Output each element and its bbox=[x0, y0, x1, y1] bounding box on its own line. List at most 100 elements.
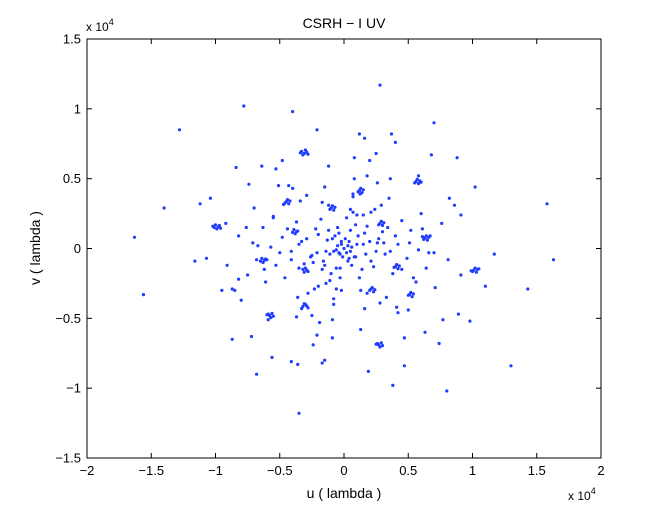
data-point bbox=[455, 156, 459, 160]
data-point bbox=[369, 210, 373, 214]
data-point bbox=[346, 244, 350, 248]
data-point bbox=[361, 242, 365, 246]
data-point bbox=[386, 225, 390, 230]
data-point bbox=[310, 313, 314, 318]
data-point bbox=[328, 207, 332, 211]
data-point bbox=[338, 276, 342, 280]
data-point bbox=[280, 158, 284, 163]
data-point bbox=[303, 266, 307, 270]
data-point bbox=[348, 249, 352, 253]
y-tick-label: −0.5 bbox=[55, 311, 81, 326]
data-point bbox=[302, 262, 306, 266]
data-point bbox=[347, 256, 351, 260]
data-point bbox=[325, 238, 329, 242]
data-point bbox=[298, 199, 302, 203]
data-point bbox=[332, 297, 336, 301]
data-point bbox=[355, 213, 359, 217]
data-point bbox=[361, 188, 365, 192]
data-point bbox=[162, 206, 166, 210]
data-point bbox=[477, 267, 481, 271]
data-point bbox=[551, 258, 556, 262]
y-tick-label: 0 bbox=[74, 241, 81, 256]
data-point bbox=[382, 241, 386, 245]
data-point bbox=[285, 198, 290, 202]
data-point bbox=[357, 132, 361, 136]
data-point bbox=[305, 304, 309, 308]
data-point bbox=[355, 242, 359, 246]
data-point bbox=[359, 186, 363, 190]
data-point bbox=[260, 164, 264, 168]
data-point bbox=[526, 287, 530, 291]
data-point bbox=[365, 174, 369, 178]
data-point bbox=[261, 225, 265, 230]
data-point bbox=[296, 295, 300, 299]
data-point bbox=[337, 231, 341, 235]
data-point bbox=[379, 203, 383, 207]
y-tick-label: −1.5 bbox=[55, 451, 81, 466]
data-point bbox=[363, 136, 367, 140]
y-tick-label: 1 bbox=[74, 101, 81, 116]
data-point bbox=[374, 151, 378, 156]
data-point bbox=[265, 258, 269, 262]
data-point bbox=[365, 224, 369, 228]
data-point bbox=[380, 344, 385, 348]
data-point bbox=[334, 287, 338, 291]
data-point bbox=[217, 223, 221, 228]
data-point bbox=[348, 207, 352, 211]
data-point bbox=[260, 256, 264, 260]
data-point bbox=[219, 226, 223, 230]
data-point bbox=[320, 267, 324, 271]
data-point bbox=[255, 372, 259, 376]
data-point bbox=[258, 259, 263, 263]
data-point bbox=[312, 287, 316, 291]
data-point bbox=[208, 196, 212, 200]
data-point bbox=[330, 336, 334, 340]
data-point bbox=[351, 210, 355, 214]
x-tick-label: 0 bbox=[340, 463, 347, 478]
data-point bbox=[300, 239, 304, 244]
axes-frame bbox=[86, 38, 602, 459]
data-point bbox=[285, 227, 290, 231]
data-point bbox=[321, 259, 325, 263]
data-point bbox=[338, 252, 342, 256]
data-point bbox=[369, 259, 373, 263]
data-point bbox=[334, 248, 338, 252]
data-point bbox=[230, 337, 234, 341]
data-point bbox=[306, 269, 310, 274]
data-point bbox=[409, 228, 413, 232]
data-point bbox=[230, 287, 234, 291]
data-point bbox=[330, 204, 334, 208]
x-tick-label: 0.5 bbox=[399, 463, 417, 478]
data-point bbox=[249, 334, 254, 339]
data-point bbox=[318, 320, 322, 325]
data-point bbox=[397, 264, 401, 268]
axis-ticks: −2 −1.5 −1 −0.5 0 0.5 1 1.5 2−1.5−1−0.500.511.5 bbox=[55, 32, 604, 479]
data-point bbox=[370, 286, 374, 290]
data-point bbox=[256, 244, 260, 248]
data-point bbox=[393, 234, 397, 238]
data-point bbox=[288, 199, 292, 203]
data-point bbox=[372, 265, 376, 269]
data-point bbox=[198, 202, 202, 206]
data-point bbox=[339, 239, 343, 244]
data-point bbox=[224, 221, 228, 225]
data-point bbox=[380, 230, 385, 234]
data-point bbox=[332, 302, 336, 306]
data-point bbox=[336, 244, 340, 248]
data-point bbox=[447, 196, 451, 200]
data-point bbox=[278, 251, 282, 255]
data-point bbox=[225, 263, 229, 267]
data-point bbox=[220, 288, 224, 292]
data-point bbox=[413, 181, 417, 185]
data-point bbox=[204, 256, 209, 260]
y-axis-exponent: x 104 bbox=[86, 17, 114, 34]
data-point bbox=[424, 234, 428, 238]
data-point bbox=[296, 229, 300, 233]
data-point bbox=[266, 318, 270, 322]
data-point bbox=[440, 221, 444, 225]
data-point bbox=[395, 305, 399, 309]
data-point bbox=[396, 267, 400, 271]
data-point bbox=[354, 255, 358, 259]
data-point bbox=[306, 152, 310, 156]
data-point bbox=[336, 225, 340, 230]
